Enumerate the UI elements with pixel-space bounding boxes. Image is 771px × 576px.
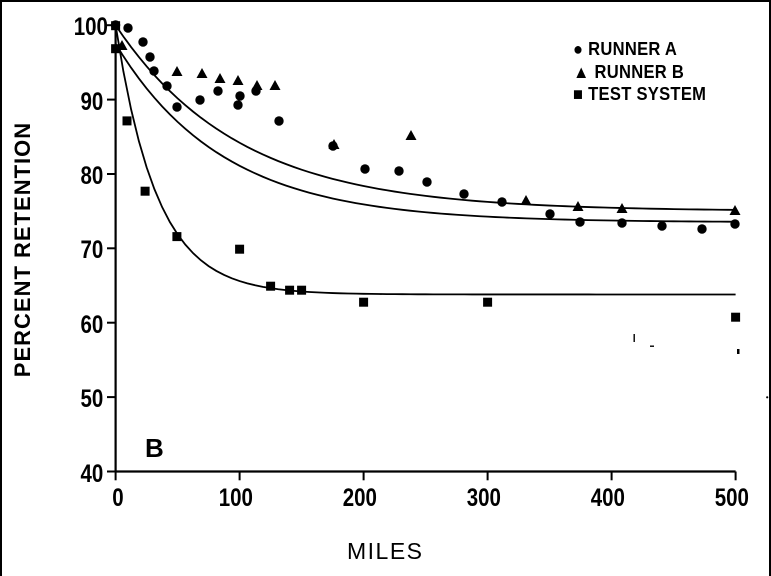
svg-text:B: B (145, 433, 164, 463)
